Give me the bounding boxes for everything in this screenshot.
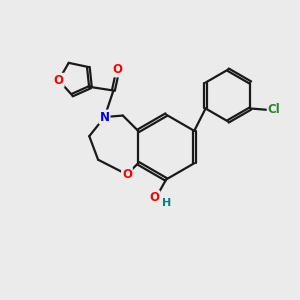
Text: H: H — [163, 198, 172, 208]
Text: N: N — [100, 110, 110, 124]
Text: O: O — [113, 63, 123, 76]
Text: O: O — [54, 74, 64, 87]
Text: O: O — [122, 168, 132, 181]
Text: Cl: Cl — [268, 103, 281, 116]
Text: O: O — [149, 191, 159, 204]
